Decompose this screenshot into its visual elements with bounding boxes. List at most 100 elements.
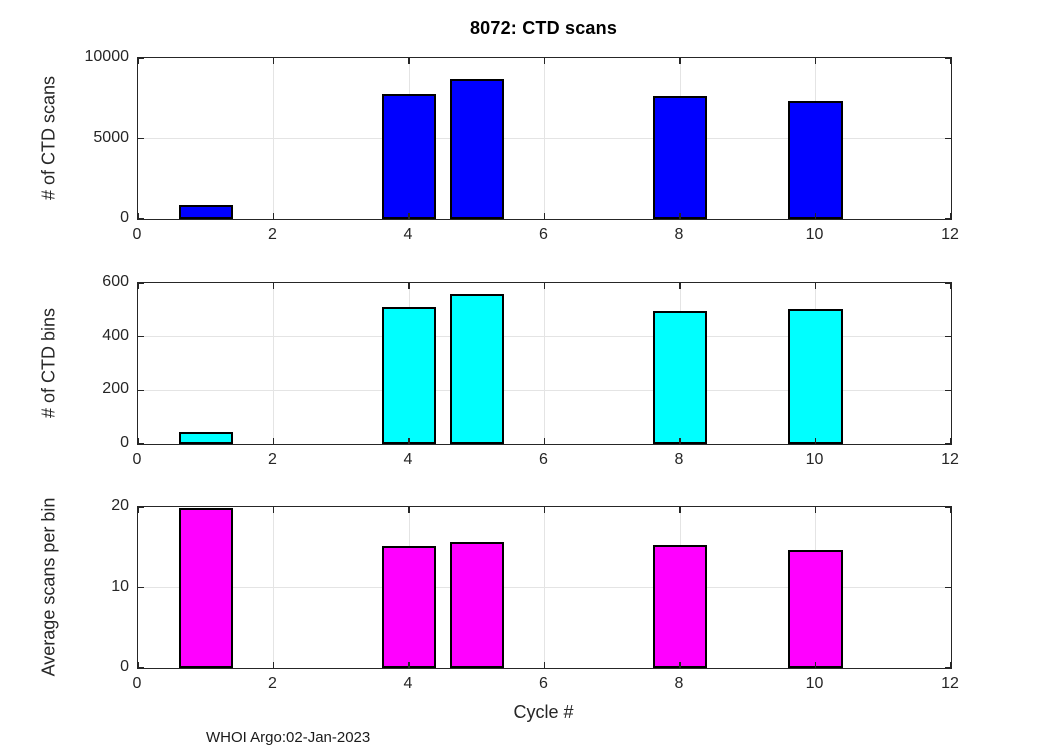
x-tick-mark: [950, 58, 952, 64]
x-tick-mark: [814, 213, 817, 219]
y-axis-label-ctd-bins: # of CTD bins: [38, 307, 59, 418]
bar: [788, 308, 843, 444]
y-tick-mark: [138, 335, 144, 338]
subplot-avg-scans: Average scans per bin 0 2 4 6 8 10 12 0 10 20: [39, 497, 959, 692]
bar: [788, 100, 843, 219]
x-tick-mark: [543, 438, 546, 444]
gridline-horizontal: [138, 336, 951, 338]
x-tick-mark: [814, 283, 817, 289]
plot-area-avg-scans: [137, 506, 952, 669]
x-tick-label: 8: [674, 451, 684, 468]
bar: [178, 205, 233, 219]
bar: [449, 293, 504, 444]
x-tick-mark: [679, 507, 681, 513]
footer-text: WHOI Argo:02-Jan-2023: [206, 729, 371, 746]
x-tick-mark: [408, 438, 410, 444]
x-tick-mark: [950, 662, 952, 668]
x-tick-mark: [272, 438, 275, 444]
x-tick-mark: [272, 213, 275, 219]
x-tick-mark: [543, 213, 546, 219]
x-tick-label: 2: [268, 226, 277, 243]
x-tick-label: 6: [539, 675, 548, 692]
gridline-horizontal: [138, 389, 951, 391]
y-tick-mark: [945, 389, 951, 392]
x-tick-mark: [272, 662, 275, 668]
bar: [788, 549, 843, 668]
x-tick-mark: [137, 283, 139, 289]
x-tick-label: 6: [539, 451, 548, 468]
y-tick-mark: [138, 137, 144, 140]
x-tick-mark: [137, 507, 139, 513]
y-tick-mark: [945, 586, 951, 589]
y-tick-mark: [945, 57, 951, 59]
x-tick-mark: [137, 438, 139, 444]
y-tick-mark: [138, 443, 144, 445]
bar: [449, 78, 504, 219]
y-tick-label: 0: [120, 434, 129, 451]
y-tick-mark: [945, 506, 951, 508]
plot-area-ctd-scans: [137, 57, 952, 220]
y-tick-label: 5000: [93, 128, 129, 146]
x-tick-mark: [679, 662, 681, 668]
y-tick-mark: [138, 389, 144, 392]
y-tick-mark: [138, 506, 144, 508]
plot-area-ctd-bins: [137, 282, 952, 445]
x-tick-mark: [543, 662, 546, 668]
x-tick-mark: [272, 283, 275, 289]
x-tick-mark: [950, 438, 952, 444]
x-tick-mark: [408, 283, 410, 289]
bar: [178, 432, 233, 444]
x-tick-label: 4: [403, 675, 413, 692]
x-tick-mark: [679, 283, 681, 289]
x-tick-label: 0: [132, 451, 142, 468]
y-tick-mark: [945, 137, 951, 140]
x-tick-label: 6: [539, 226, 548, 243]
bar: [381, 94, 437, 219]
y-tick-mark: [945, 443, 951, 445]
x-axis-label: Cycle #: [513, 702, 574, 722]
x-tick-mark: [137, 58, 139, 64]
x-tick-label: 8: [674, 675, 684, 692]
x-tick-label: 10: [805, 226, 824, 243]
y-tick-label: 10: [111, 577, 129, 595]
gridline-horizontal: [138, 138, 951, 139]
gridline-horizontal: [138, 587, 951, 588]
gridline-vertical: [544, 283, 545, 444]
x-tick-mark: [950, 283, 952, 289]
x-tick-mark: [272, 58, 275, 64]
x-tick-label: 0: [132, 675, 142, 692]
y-tick-label: 0: [120, 658, 129, 675]
y-tick-mark: [945, 282, 951, 284]
x-tick-mark: [679, 438, 681, 444]
x-tick-label: 12: [941, 226, 959, 243]
bar: [449, 542, 504, 668]
y-tick-mark: [945, 667, 951, 669]
x-tick-mark: [137, 213, 139, 219]
y-tick-mark: [138, 57, 144, 59]
x-tick-label: 12: [941, 451, 959, 468]
x-tick-mark: [408, 662, 410, 668]
bar: [652, 95, 708, 219]
x-tick-label: 4: [403, 451, 413, 468]
x-tick-mark: [137, 662, 139, 668]
x-tick-mark: [814, 507, 817, 513]
y-tick-label: 400: [102, 326, 129, 344]
x-tick-mark: [543, 58, 546, 64]
x-tick-label: 4: [403, 226, 413, 243]
x-tick-label: 0: [132, 226, 142, 243]
x-tick-mark: [543, 283, 546, 289]
x-tick-mark: [408, 507, 410, 513]
y-tick-label: 10000: [84, 48, 130, 65]
x-tick-mark: [679, 58, 681, 64]
y-axis-label-ctd-scans: # of CTD scans: [38, 75, 59, 200]
gridline-vertical: [273, 283, 274, 444]
y-tick-mark: [138, 586, 144, 589]
x-tick-mark: [679, 213, 681, 219]
y-tick-label: 200: [102, 380, 129, 398]
y-tick-mark: [138, 667, 144, 669]
subplot-ctd-scans: # of CTD scans 0 2 4 6 8 10 12 0 5000 10000: [39, 48, 959, 243]
figure-title: 8072: CTD scans: [469, 18, 618, 38]
bar: [652, 310, 708, 444]
x-tick-mark: [272, 507, 275, 513]
